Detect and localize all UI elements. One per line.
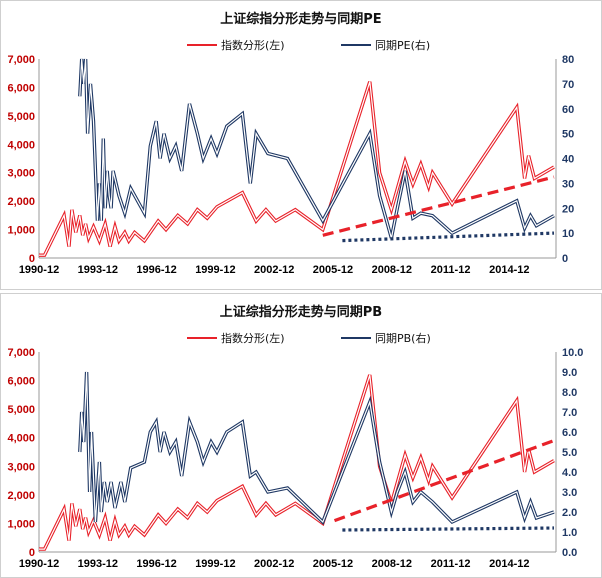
right-axis-tick-label: 80 <box>562 54 574 66</box>
right-axis-tick-label: 20 <box>562 203 574 215</box>
series-line-inner-0 <box>39 374 555 550</box>
series-line-inner-0 <box>39 81 555 256</box>
x-axis-tick-label: 1999-12 <box>195 264 235 276</box>
left-axis-tick-label: 6,000 <box>7 82 35 94</box>
right-axis-tick-label: 60 <box>562 104 574 116</box>
legend-index-label: 指数分形(左) <box>221 331 285 345</box>
x-axis-tick-label: 1996-12 <box>136 558 176 570</box>
x-axis-tick-label: 1990-12 <box>19 264 59 276</box>
pe-chart-panel: 上证综指分形走势与同期PE 指数分形(左) 同期PE(右) 0 1,000 2,00… <box>0 0 602 290</box>
pb-chart-panel: 上证综指分形走势与同期PB 指数分形(左) 同期PB(右) 0 1,000 2,00… <box>0 293 602 578</box>
x-axis-tick-label: 2005-12 <box>313 558 353 570</box>
series-line-inner-1 <box>79 371 555 524</box>
pb-chart-title: 上证综指分形走势与同期PB <box>220 304 382 320</box>
right-axis-tick-label: 10 <box>562 228 574 240</box>
left-axis-tick-label: 7,000 <box>7 347 35 359</box>
left-axis-tick-label: 4,000 <box>7 433 35 445</box>
left-axis-tick-label: 2,000 <box>7 490 35 502</box>
left-axis-tick-label: 1,000 <box>7 518 35 530</box>
x-axis-tick-label: 1993-12 <box>78 558 118 570</box>
right-axis-tick-label: 0 <box>562 253 568 265</box>
pb-chart: 上证综指分形走势与同期PB 指数分形(左) 同期PB(右) 0 1,000 2,00… <box>7 304 583 570</box>
right-axis-tick-label: 9.0 <box>562 367 577 379</box>
pe-chart-title: 上证综指分形走势与同期PE <box>220 11 381 27</box>
pe-plot-area: 0 1,000 2,000 3,000 4,000 5,000 6,000 7,000 0 10 2… <box>7 54 574 276</box>
left-axis-tick-label: 1,000 <box>7 225 35 237</box>
legend-pb-label: 同期PB(右) <box>375 331 431 345</box>
x-axis-tick-label: 2011-12 <box>431 558 471 570</box>
left-axis-tick-label: 4,000 <box>7 139 35 151</box>
right-axis-tick-label: 6.0 <box>562 427 577 439</box>
right-axis-tick-label: 30 <box>562 178 574 190</box>
left-axis-tick-label: 3,000 <box>7 168 35 180</box>
left-axis-tick-label: 6,000 <box>7 376 35 388</box>
right-axis-tick-label: 7.0 <box>562 407 577 419</box>
x-axis-tick-label: 2005-12 <box>313 264 353 276</box>
pb-chart-legend: 指数分形(左) 同期PB(右) <box>187 331 431 345</box>
pe-chart: 上证综指分形走势与同期PE 指数分形(左) 同期PE(右) 0 1,000 2,00… <box>7 11 574 276</box>
x-axis-tick-label: 1999-12 <box>195 558 235 570</box>
right-axis-tick-label: 3.0 <box>562 487 577 499</box>
series-line-inner-1 <box>79 58 555 239</box>
right-axis-tick-label: 40 <box>562 154 574 166</box>
x-axis-tick-label: 2008-12 <box>372 558 412 570</box>
x-axis-tick-label: 2014-12 <box>489 264 529 276</box>
right-axis-tick-label: 2.0 <box>562 507 577 519</box>
pe-chart-legend: 指数分形(左) 同期PE(右) <box>187 38 430 52</box>
right-axis-tick-label: 50 <box>562 129 574 141</box>
left-axis-tick-label: 2,000 <box>7 196 35 208</box>
right-axis-tick-label: 70 <box>562 79 574 91</box>
legend-pe-label: 同期PE(右) <box>375 38 430 52</box>
series-line-outline-1 <box>78 371 555 525</box>
trend-line-dotted <box>342 526 555 532</box>
right-axis-tick-label: 10.0 <box>562 347 583 359</box>
left-axis-tick-label: 7,000 <box>7 54 35 66</box>
left-axis-tick-label: 5,000 <box>7 111 35 123</box>
right-axis-tick-label: 5.0 <box>562 447 577 459</box>
x-axis-tick-label: 1996-12 <box>136 264 176 276</box>
trend-line-dotted <box>342 231 555 243</box>
left-axis-tick-label: 5,000 <box>7 404 35 416</box>
right-axis-tick-label: 0.0 <box>562 547 577 559</box>
right-axis-tick-label: 1.0 <box>562 527 577 539</box>
pb-plot-area: 0 1,000 2,000 3,000 4,000 5,000 6,000 7,000 0.0 1… <box>7 347 583 570</box>
legend-index-label: 指数分形(左) <box>221 38 285 52</box>
right-axis-tick-label: 4.0 <box>562 467 577 479</box>
x-axis-tick-label: 1993-12 <box>78 264 118 276</box>
left-axis-tick-label: 0 <box>29 547 35 559</box>
x-axis-tick-label: 2002-12 <box>254 558 294 570</box>
x-axis-tick-label: 2002-12 <box>254 264 294 276</box>
trend-line-dashed <box>333 439 555 523</box>
x-axis-tick-label: 2008-12 <box>372 264 412 276</box>
right-axis-tick-label: 8.0 <box>562 387 577 399</box>
x-axis-tick-label: 2011-12 <box>431 264 471 276</box>
x-axis-tick-label: 1990-12 <box>19 558 59 570</box>
trend-line-dashed <box>322 175 555 237</box>
left-axis-tick-label: 0 <box>29 253 35 265</box>
left-axis-tick-label: 3,000 <box>7 461 35 473</box>
x-axis-tick-label: 2014-12 <box>489 558 529 570</box>
